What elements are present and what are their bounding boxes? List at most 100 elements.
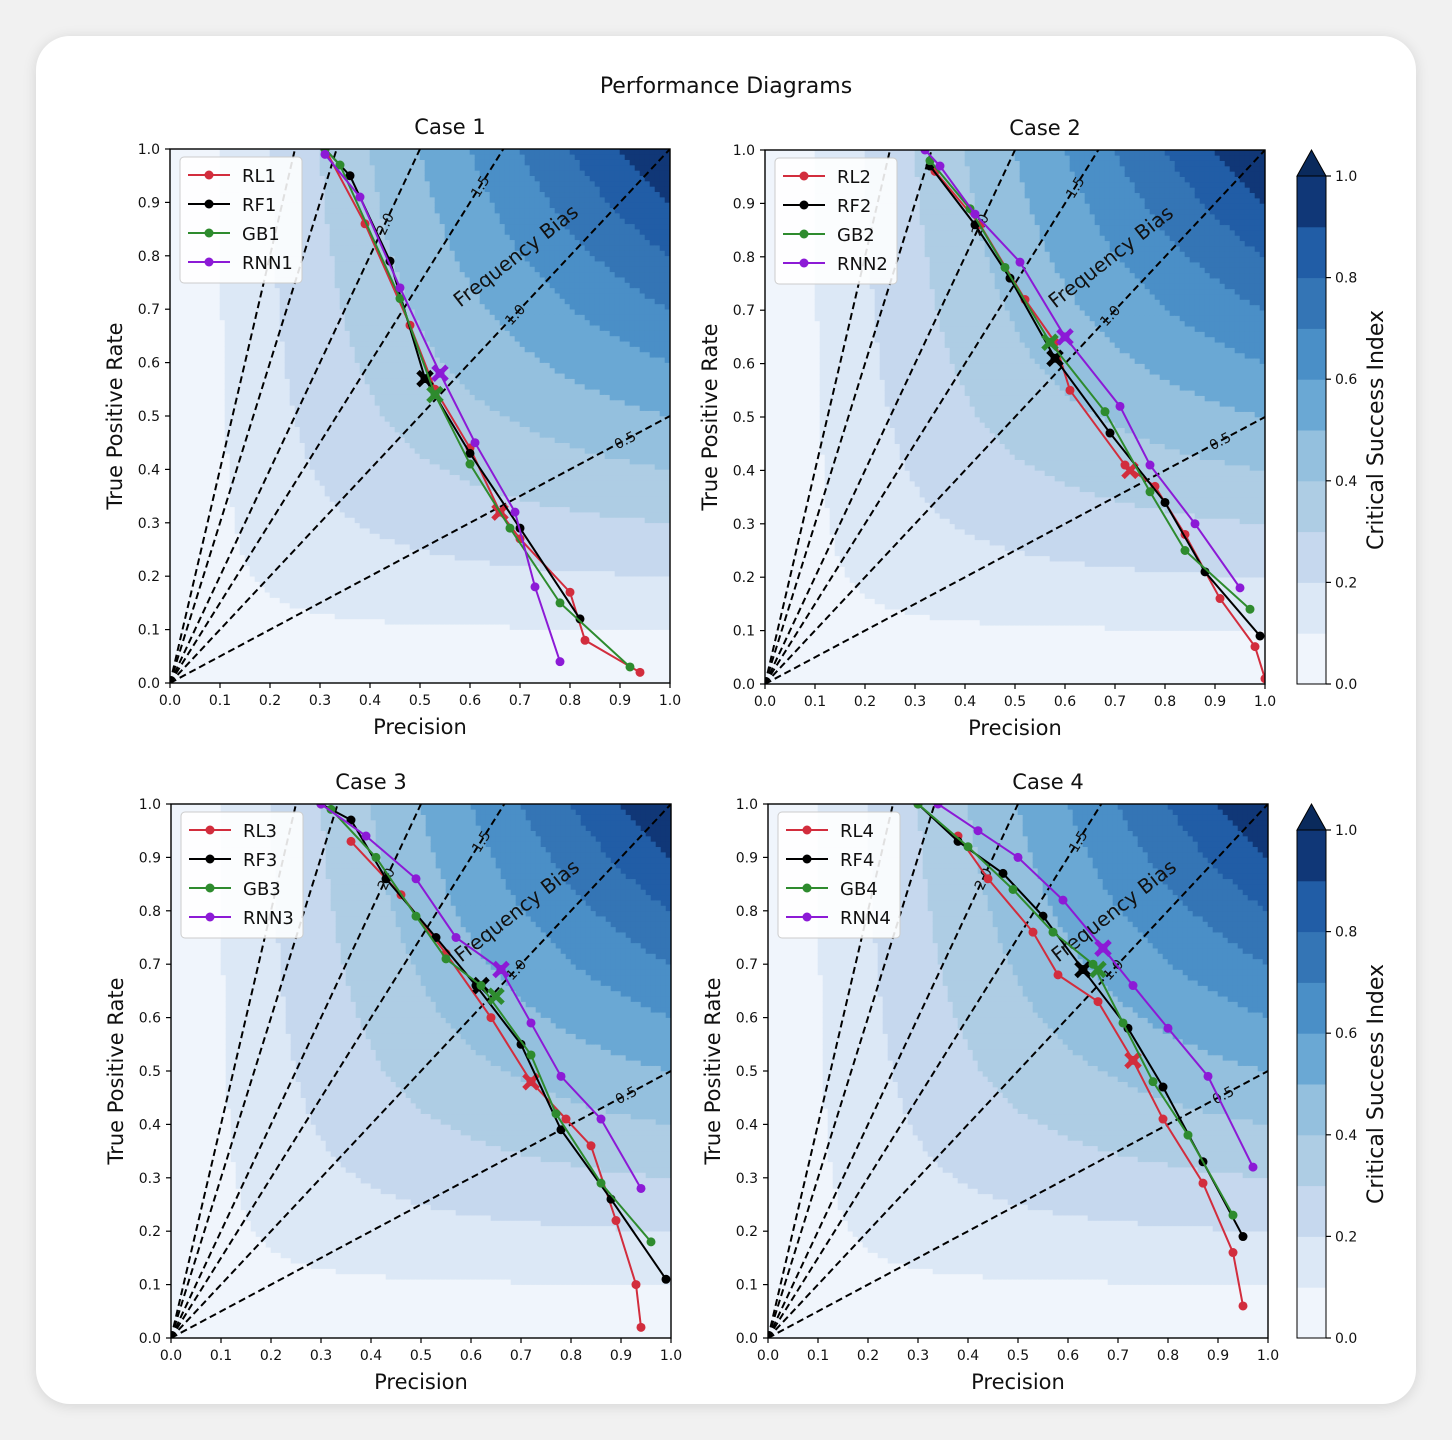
data-point bbox=[526, 1050, 536, 1060]
bias-line bbox=[765, 150, 1100, 684]
data-point bbox=[1183, 1130, 1193, 1140]
max-csi-marker bbox=[1124, 1051, 1142, 1070]
x-tick-label: 0.5 bbox=[410, 1348, 432, 1364]
data-point bbox=[395, 294, 405, 304]
data-point bbox=[1255, 631, 1265, 641]
x-tick-label: 0.3 bbox=[309, 693, 331, 709]
data-point bbox=[470, 438, 480, 448]
colorbar: 0.0 0.2 0.4 0.6 0.8 1.0 Critical Success Index bbox=[1296, 148, 1389, 693]
data-point bbox=[580, 635, 590, 645]
y-axis-label: True Positive Rate bbox=[701, 977, 725, 1165]
colorbar-segment bbox=[1297, 931, 1326, 983]
x-axis-label: Precision bbox=[971, 1370, 1065, 1394]
data-point bbox=[556, 1125, 566, 1135]
data-point bbox=[1260, 674, 1265, 684]
legend-label: GB2 bbox=[837, 225, 875, 246]
x-tick-label: 0.4 bbox=[954, 694, 976, 710]
data-point bbox=[636, 1183, 646, 1193]
legend-label: GB4 bbox=[840, 879, 878, 900]
x-tick-label: 0.0 bbox=[159, 693, 181, 709]
legend-label: GB3 bbox=[243, 879, 281, 900]
colorbar-tick-label: 0.8 bbox=[1335, 925, 1357, 941]
legend-marker bbox=[204, 170, 214, 180]
colorbar-segment bbox=[1297, 982, 1326, 1034]
colorbar-segment bbox=[1297, 582, 1326, 634]
x-tick-label: 0.9 bbox=[609, 693, 631, 709]
colorbar-segment bbox=[1297, 430, 1326, 482]
legend-marker bbox=[205, 825, 215, 835]
y-tick-label: 0.7 bbox=[138, 302, 160, 318]
bias-line bbox=[170, 149, 505, 683]
legend-marker bbox=[802, 854, 812, 864]
bias-line bbox=[765, 150, 1265, 684]
colorbar-segment bbox=[1297, 480, 1326, 533]
legend-label: RL1 bbox=[242, 166, 276, 187]
data-point bbox=[596, 1178, 606, 1188]
legend: RL1 RF1 GB1 RNN1 bbox=[179, 156, 303, 284]
data-point bbox=[1245, 604, 1255, 614]
legend-marker bbox=[204, 228, 214, 238]
data-point bbox=[465, 459, 475, 469]
figure-title: Performance Diagrams bbox=[0, 74, 1452, 99]
colorbar: 0.0 0.2 0.4 0.6 0.8 1.0 Critical Success Index bbox=[1296, 802, 1389, 1347]
legend-marker bbox=[799, 258, 809, 268]
colorbar-segment bbox=[1297, 830, 1326, 882]
y-axis-label: True Positive Rate bbox=[698, 323, 722, 511]
y-tick-label: 1.0 bbox=[733, 143, 755, 159]
y-tick-label: 0.0 bbox=[138, 676, 160, 692]
y-tick-label: 0.5 bbox=[139, 1064, 161, 1080]
y-tick-label: 0.8 bbox=[139, 904, 161, 920]
y-tick-label: 0.6 bbox=[139, 1011, 161, 1027]
y-tick-label: 0.2 bbox=[139, 1224, 161, 1240]
panel-title: Case 1 bbox=[414, 115, 485, 139]
colorbar-segment bbox=[1297, 1236, 1326, 1288]
colorbar-segment bbox=[1297, 1033, 1326, 1085]
x-tick-label: 0.1 bbox=[807, 1348, 829, 1364]
bias-line bbox=[171, 804, 339, 1338]
data-point bbox=[1248, 1162, 1258, 1172]
data-point bbox=[1158, 1082, 1168, 1092]
x-tick-label: 0.9 bbox=[610, 1348, 632, 1364]
max-csi-marker bbox=[1094, 939, 1112, 957]
data-point bbox=[441, 954, 451, 964]
legend-marker bbox=[799, 229, 809, 239]
colorbar-tick-label: 1.0 bbox=[1335, 169, 1357, 185]
legend-box bbox=[774, 157, 898, 285]
series-line bbox=[929, 160, 1251, 610]
x-tick-label: 0.7 bbox=[1104, 694, 1126, 710]
data-point bbox=[371, 852, 381, 862]
legend: RL3 RF3 GB3 RNN3 bbox=[180, 811, 304, 939]
max-csi-marker bbox=[1074, 960, 1092, 979]
y-axis-label: True Positive Rate bbox=[103, 322, 127, 510]
series-line bbox=[324, 153, 561, 662]
data-point bbox=[486, 1013, 496, 1023]
x-tick-label: 0.8 bbox=[559, 693, 581, 709]
y-tick-label: 0.1 bbox=[736, 1278, 758, 1294]
data-point bbox=[1235, 583, 1245, 593]
colorbar-segment bbox=[1297, 1185, 1326, 1237]
data-point bbox=[316, 804, 326, 809]
colorbar-segment bbox=[1297, 1134, 1326, 1187]
legend-label: RL2 bbox=[837, 167, 871, 188]
colorbar-tick-label: 0.4 bbox=[1335, 1128, 1357, 1144]
data-point bbox=[1058, 895, 1068, 905]
data-point bbox=[510, 507, 520, 517]
colorbar-tick-label: 0.2 bbox=[1335, 1229, 1357, 1245]
colorbar-segment bbox=[1297, 226, 1326, 279]
data-point bbox=[1160, 497, 1170, 507]
data-point bbox=[1250, 642, 1260, 652]
data-point bbox=[1228, 1210, 1238, 1220]
y-tick-label: 0.4 bbox=[736, 1117, 758, 1133]
series-GB4 bbox=[913, 804, 1238, 1220]
data-point bbox=[451, 933, 461, 942]
y-tick-label: 0.0 bbox=[736, 1331, 758, 1347]
series-RNN2 bbox=[920, 150, 1245, 593]
colorbar-frame bbox=[1296, 830, 1327, 1339]
y-tick-label: 0.8 bbox=[733, 250, 755, 266]
max-csi-marker bbox=[487, 987, 505, 1006]
colorbar-label: Critical Success Index bbox=[1364, 310, 1389, 550]
y-tick-label: 0.8 bbox=[736, 904, 758, 920]
series-line bbox=[324, 149, 631, 668]
data-point bbox=[983, 874, 993, 884]
